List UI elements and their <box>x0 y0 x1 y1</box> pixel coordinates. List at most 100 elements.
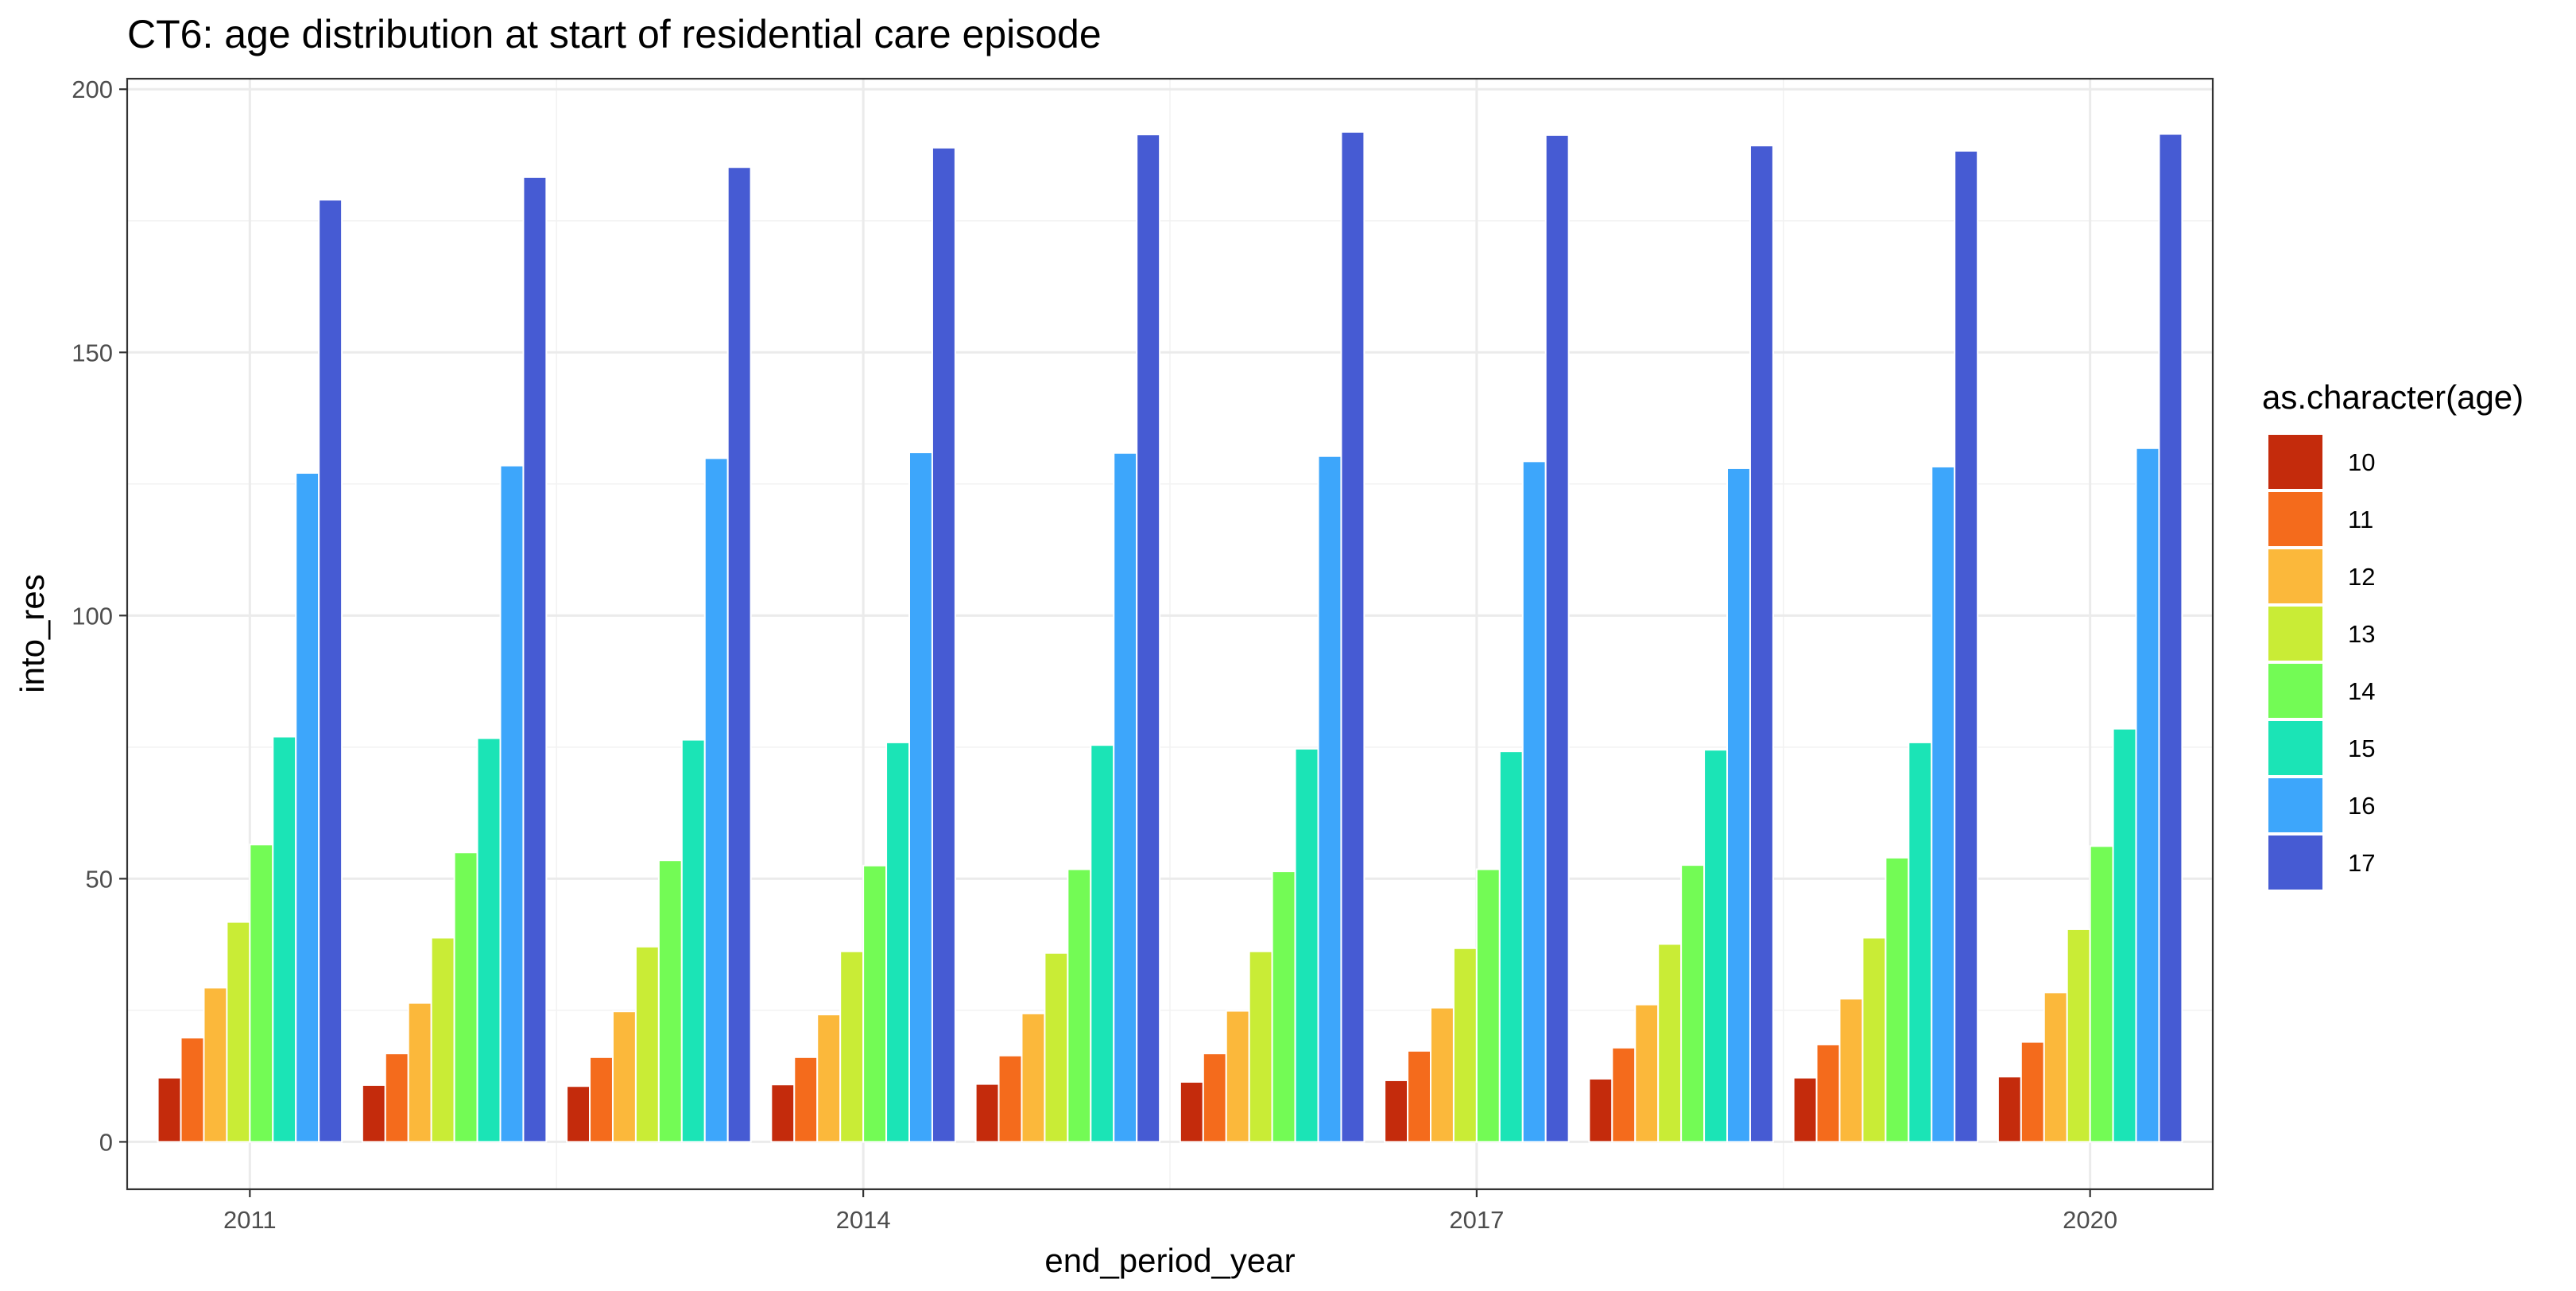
legend-swatch-12 <box>2268 549 2322 603</box>
bar-2020-age-16 <box>2135 447 2160 1143</box>
bar-2018-age-16 <box>1726 467 1751 1143</box>
legend-label-14: 14 <box>2348 677 2375 705</box>
bar-2011-age-10 <box>157 1076 182 1143</box>
y-tick-label: 150 <box>72 339 113 366</box>
bar-2011-age-16 <box>295 471 320 1143</box>
y-tick-label: 200 <box>72 76 113 103</box>
legend-swatch-13 <box>2268 607 2322 661</box>
bars <box>157 130 2183 1143</box>
x-tick-label: 2011 <box>223 1206 277 1234</box>
bar-2012-age-10 <box>361 1084 386 1143</box>
legend-label-10: 10 <box>2348 448 2375 476</box>
bar-2016-age-15 <box>1294 747 1319 1143</box>
bar-2016-age-10 <box>1179 1080 1204 1143</box>
bar-2014-age-14 <box>862 864 888 1143</box>
bar-2013-age-17 <box>726 166 752 1143</box>
bar-2015-age-12 <box>1021 1012 1046 1143</box>
bar-2016-age-17 <box>1340 130 1365 1143</box>
legend-swatch-15 <box>2268 721 2322 775</box>
bar-2019-age-12 <box>1838 998 1864 1143</box>
y-axis: 0 50 100 150 200 <box>72 76 127 1156</box>
bar-2011-age-13 <box>226 921 251 1143</box>
bar-2017-age-14 <box>1475 868 1501 1143</box>
bar-2020-age-11 <box>2020 1041 2045 1143</box>
bar-2015-age-10 <box>974 1083 1000 1143</box>
bar-2014-age-11 <box>793 1056 819 1143</box>
bar-2017-age-11 <box>1407 1049 1432 1143</box>
legend-swatch-11 <box>2268 492 2322 546</box>
legend-label-15: 15 <box>2348 735 2375 762</box>
x-tick-label: 2014 <box>836 1206 891 1234</box>
bar-2015-age-11 <box>997 1054 1023 1143</box>
legend-label-17: 17 <box>2348 849 2375 877</box>
bar-2020-age-15 <box>2112 727 2137 1143</box>
bar-2018-age-11 <box>1611 1046 1637 1143</box>
bar-2013-age-15 <box>680 739 706 1143</box>
bar-2013-age-14 <box>657 859 683 1143</box>
bar-2018-age-14 <box>1680 864 1706 1143</box>
bar-2017-age-17 <box>1544 134 1570 1143</box>
bar-2020-age-12 <box>2043 991 2068 1143</box>
y-tick-label: 0 <box>99 1128 113 1156</box>
bar-2013-age-16 <box>703 457 729 1143</box>
bar-2016-age-12 <box>1225 1010 1250 1143</box>
legend-label-11: 11 <box>2348 506 2373 533</box>
bar-2016-age-14 <box>1271 870 1296 1143</box>
bar-2020-age-14 <box>2089 845 2114 1143</box>
bar-2018-age-13 <box>1657 943 1683 1143</box>
chart-title: CT6: age distribution at start of reside… <box>127 12 1102 56</box>
bar-2012-age-11 <box>384 1053 409 1143</box>
bar-2018-age-10 <box>1588 1077 1613 1143</box>
bar-2017-age-15 <box>1498 750 1524 1143</box>
bar-2014-age-13 <box>839 950 865 1143</box>
bar-2011-age-14 <box>249 843 274 1143</box>
x-axis-title: end_period_year <box>1044 1242 1295 1279</box>
bar-2013-age-12 <box>611 1010 637 1143</box>
legend: as.character(age) 10 11 12 13 14 15 16 17 <box>2262 378 2524 891</box>
y-axis-title: into_res <box>14 574 51 692</box>
bar-2012-age-14 <box>453 851 478 1143</box>
bar-2019-age-16 <box>1931 465 1956 1143</box>
bar-2014-age-17 <box>931 146 956 1143</box>
bar-2019-age-15 <box>1908 741 1933 1143</box>
legend-label-16: 16 <box>2348 792 2375 820</box>
legend-swatch-10 <box>2268 435 2322 489</box>
bar-2018-age-15 <box>1703 749 1729 1143</box>
x-tick-label: 2017 <box>1449 1206 1504 1234</box>
bar-2013-age-11 <box>589 1056 614 1143</box>
y-tick-label: 50 <box>86 865 113 893</box>
bar-2014-age-15 <box>885 741 911 1143</box>
bar-2014-age-10 <box>770 1084 796 1143</box>
legend-swatch-16 <box>2268 778 2322 832</box>
legend-label-13: 13 <box>2348 620 2375 648</box>
bar-2012-age-13 <box>430 936 455 1143</box>
bar-2019-age-11 <box>1815 1043 1841 1143</box>
bar-2019-age-10 <box>1792 1076 1818 1143</box>
bar-2016-age-11 <box>1202 1053 1227 1143</box>
bar-2012-age-12 <box>407 1002 432 1143</box>
bar-2015-age-14 <box>1067 868 1092 1143</box>
bar-2012-age-15 <box>476 737 502 1143</box>
y-tick-label: 100 <box>72 602 113 630</box>
bar-2011-age-12 <box>203 987 228 1143</box>
bar-2016-age-13 <box>1248 950 1273 1143</box>
legend-label-12: 12 <box>2348 563 2375 591</box>
bar-2015-age-15 <box>1090 744 1115 1143</box>
legend-title: as.character(age) <box>2262 378 2524 416</box>
bar-2014-age-12 <box>816 1014 842 1143</box>
bar-2013-age-13 <box>634 945 660 1143</box>
bar-2011-age-15 <box>272 735 297 1143</box>
bar-2018-age-12 <box>1634 1003 1660 1143</box>
x-axis: 2011 2014 2017 2020 <box>223 1189 2117 1234</box>
bar-2019-age-14 <box>1885 856 1910 1143</box>
bar-2012-age-17 <box>522 176 548 1143</box>
bar-2017-age-12 <box>1430 1006 1455 1143</box>
bar-2018-age-17 <box>1749 145 1774 1143</box>
x-tick-label: 2020 <box>2063 1206 2117 1234</box>
plot-border <box>126 77 2214 1191</box>
bar-2019-age-17 <box>1954 149 1979 1143</box>
legend-swatch-17 <box>2268 835 2322 890</box>
bar-2013-age-10 <box>566 1085 591 1143</box>
bar-2017-age-13 <box>1452 947 1478 1143</box>
